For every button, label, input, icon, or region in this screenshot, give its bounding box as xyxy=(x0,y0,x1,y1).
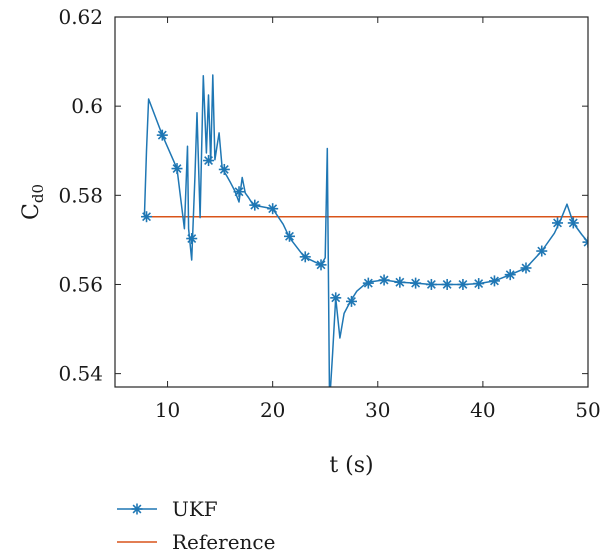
data-point-ukf-4 xyxy=(203,155,215,167)
data-point-ukf-9-stroke-3 xyxy=(285,231,294,241)
data-point-ukf-11 xyxy=(315,259,327,271)
legend-marker-ukf-glyph xyxy=(131,503,143,515)
data-point-ukf-17-stroke-3 xyxy=(411,278,421,288)
y-tick-label-3: 0.6 xyxy=(71,94,103,118)
y-axis-label-main: C xyxy=(19,203,44,220)
data-point-ukf-25-stroke-3 xyxy=(537,246,547,256)
data-point-ukf-5-stroke-3 xyxy=(219,165,229,174)
tick-layer: 10 20 30 40 50 0.54 0.56 0.58 0.6 0.62 xyxy=(58,5,600,422)
data-point-ukf-24-stroke-3 xyxy=(521,263,531,273)
y-axis-label-subscript: d0 xyxy=(29,184,47,203)
data-point-ukf-2 xyxy=(171,163,183,175)
data-point-ukf-1 xyxy=(156,129,168,141)
series-layer xyxy=(141,74,588,387)
data-point-ukf-1-stroke-3 xyxy=(157,130,167,140)
data-point-ukf-22-stroke-3 xyxy=(489,276,499,286)
plot-frame xyxy=(114,16,589,388)
data-point-ukf-26 xyxy=(552,217,564,229)
data-point-ukf-0 xyxy=(141,211,153,223)
data-point-ukf-22 xyxy=(488,275,500,287)
data-point-ukf-26-stroke-3 xyxy=(553,218,562,228)
data-point-ukf-16-stroke-3 xyxy=(395,277,405,287)
data-point-ukf-15-stroke-3 xyxy=(379,275,389,285)
data-point-ukf-2-stroke-3 xyxy=(172,164,182,174)
data-point-ukf-14-stroke-3 xyxy=(363,278,373,288)
data-point-ukf-3 xyxy=(186,233,198,245)
data-point-ukf-13-stroke-3 xyxy=(347,296,356,306)
data-point-ukf-13 xyxy=(346,295,357,307)
data-point-ukf-6-stroke-3 xyxy=(234,187,244,197)
data-point-ukf-23-stroke-3 xyxy=(505,270,515,280)
y-tick-label-1: 0.56 xyxy=(58,272,103,296)
data-point-ukf-8 xyxy=(267,203,279,215)
y-tick-label-0: 0.54 xyxy=(58,362,103,386)
data-point-ukf-9 xyxy=(283,230,295,242)
series-line-ukf xyxy=(143,74,588,387)
data-point-ukf-21-stroke-3 xyxy=(474,279,484,289)
data-point-ukf-19-stroke-3 xyxy=(442,280,452,289)
data-point-ukf-20-stroke-3 xyxy=(458,280,468,289)
data-point-ukf-8-stroke-3 xyxy=(268,204,278,214)
data-point-ukf-27-stroke-3 xyxy=(568,218,578,228)
y-tick-label-4: 0.62 xyxy=(58,5,103,29)
data-point-ukf-5 xyxy=(218,163,230,175)
data-point-ukf-28-stroke-2 xyxy=(583,237,588,244)
data-point-ukf-11-stroke-3 xyxy=(316,260,326,270)
data-point-ukf-10-stroke-3 xyxy=(300,252,310,262)
data-point-ukf-12 xyxy=(330,292,342,304)
data-point-ukf-25 xyxy=(536,245,548,257)
y-axis-label: Cd0 xyxy=(19,184,47,220)
legend: UKF Reference xyxy=(117,497,275,554)
data-point-ukf-7-stroke-3 xyxy=(250,200,260,210)
x-tick-label-1: 20 xyxy=(260,398,285,422)
data-point-ukf-18 xyxy=(425,278,437,290)
data-point-ukf-0-stroke-3 xyxy=(142,212,151,222)
legend-label-reference: Reference xyxy=(172,530,275,554)
data-point-ukf-18-stroke-3 xyxy=(426,280,436,289)
data-point-ukf-12-stroke-3 xyxy=(331,293,341,303)
data-point-ukf-10 xyxy=(299,251,311,263)
data-point-ukf-7 xyxy=(249,199,261,211)
data-point-ukf-6 xyxy=(233,186,245,198)
legend-marker-ukf-glyph-stroke-3 xyxy=(132,504,142,514)
x-tick-label-2: 30 xyxy=(365,398,390,422)
x-axis-label: t (s) xyxy=(329,453,373,478)
y-tick-label-2: 0.58 xyxy=(58,183,103,207)
x-tick-label-4: 50 xyxy=(575,398,600,422)
data-point-ukf-19 xyxy=(441,278,453,290)
data-point-ukf-4-stroke-3 xyxy=(204,156,214,165)
data-point-ukf-15 xyxy=(378,274,390,286)
x-tick-label-0: 10 xyxy=(155,398,180,422)
data-point-ukf-3-stroke-3 xyxy=(187,234,197,244)
data-point-ukf-27 xyxy=(567,217,579,229)
data-point-ukf-20 xyxy=(457,278,469,290)
legend-marker-ukf xyxy=(131,503,143,515)
data-point-ukf-17 xyxy=(410,277,422,289)
data-point-ukf-24 xyxy=(520,262,532,274)
x-tick-label-3: 40 xyxy=(470,398,495,422)
legend-label-ukf: UKF xyxy=(172,497,218,521)
data-point-ukf-23 xyxy=(504,269,516,281)
data-point-ukf-28 xyxy=(582,236,588,248)
data-point-ukf-28-stroke-3 xyxy=(583,240,588,247)
data-point-ukf-21 xyxy=(473,278,485,290)
data-point-ukf-16 xyxy=(394,276,406,288)
data-point-ukf-14 xyxy=(362,277,374,289)
